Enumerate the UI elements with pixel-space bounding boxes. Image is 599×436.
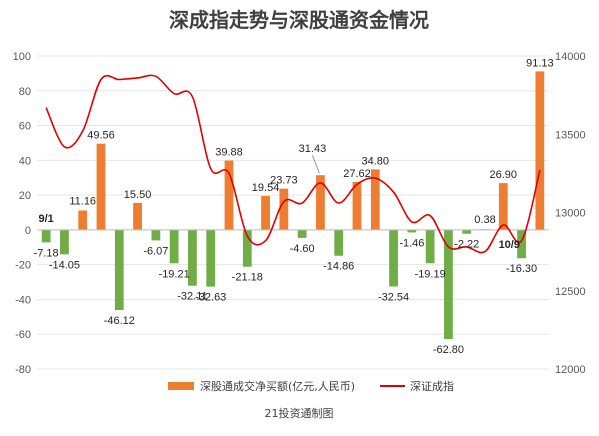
bar <box>206 229 216 287</box>
bar-data-label: 23.73 <box>270 175 298 187</box>
left-tick-label: 40 <box>19 155 31 167</box>
label-leader-lines <box>312 155 320 174</box>
legend-line-label: 深证成指 <box>410 379 454 393</box>
right-tick-label: 12000 <box>555 364 586 376</box>
bar-data-label: 91.13 <box>526 57 554 69</box>
bar <box>389 229 398 287</box>
bar-data-label: 31.43 <box>299 143 327 155</box>
left-tick-label: -20 <box>15 260 31 272</box>
bar-data-label: 27.62 <box>343 168 371 180</box>
bar <box>334 229 344 256</box>
bar-data-label: 19.54 <box>252 182 280 194</box>
legend: 深股通成交净买额(亿元,人民币) 深证成指 <box>168 379 454 393</box>
bar-data-label: 15.50 <box>124 189 152 201</box>
bar <box>425 229 435 264</box>
chart-title: 深成指走势与深股通资金情况 <box>169 8 429 32</box>
right-tick-label: 13000 <box>555 208 586 220</box>
bar <box>96 143 106 230</box>
legend-bar-swatch <box>168 382 194 390</box>
bar-data-label: -21.18 <box>232 272 263 284</box>
bar <box>352 181 362 230</box>
bar <box>370 169 380 230</box>
bar-data-label: 49.56 <box>87 130 115 142</box>
bar <box>151 229 161 241</box>
right-tick-label: 14000 <box>555 51 586 63</box>
bar-data-label: -32.63 <box>195 292 226 304</box>
bar-data-label: -46.12 <box>104 315 135 327</box>
left-tick-label: 100 <box>13 51 31 63</box>
bar-data-label: -16.30 <box>506 263 537 275</box>
bar-data-label: -14.86 <box>323 261 354 273</box>
left-tick-label: 60 <box>19 121 31 133</box>
bar <box>279 188 289 230</box>
bar-data-label: 26.90 <box>490 169 518 181</box>
bar-data-label: -1.46 <box>399 237 424 249</box>
date-label: 9/1 <box>38 213 53 225</box>
bar-data-label: -32.11 <box>177 291 207 303</box>
bar <box>60 229 69 255</box>
bar-data-labels: -7.18-14.05 11.16 49.56 -46.12 15.50 -6.07 -19… <box>34 57 554 356</box>
bar-data-label: -6.07 <box>143 245 168 257</box>
bar-data-label: 34.80 <box>362 155 390 167</box>
left-axis: 100 80 60 40 20 0 -20 -40 -60 -80 <box>13 51 31 376</box>
date-label: 10/9 <box>499 239 520 251</box>
bar <box>444 229 453 340</box>
left-tick-label: 80 <box>19 86 31 98</box>
bar-data-label: -2.22 <box>454 239 479 251</box>
left-tick-label: 0 <box>25 225 31 237</box>
bar <box>114 229 124 311</box>
bar <box>188 229 197 286</box>
index-line <box>45 74 541 254</box>
source-label: 21投资通制图 <box>265 406 334 420</box>
bar <box>41 229 51 243</box>
left-tick-label: -40 <box>15 294 31 306</box>
bar <box>169 229 179 264</box>
left-tick-label: -80 <box>15 364 31 376</box>
bar <box>498 183 508 230</box>
bar <box>535 71 545 230</box>
bar <box>133 202 142 230</box>
right-tick-label: 13500 <box>555 129 586 141</box>
bar-data-label: -62.80 <box>433 344 464 356</box>
right-tick-label: 12500 <box>555 286 586 298</box>
left-tick-label: -60 <box>15 329 31 341</box>
bar <box>261 195 270 230</box>
bar-data-label: 39.88 <box>215 147 243 159</box>
bar <box>462 229 472 234</box>
right-axis: 14000 13500 13000 12500 12000 <box>555 51 586 376</box>
bar-data-label: 11.16 <box>69 195 96 207</box>
bar <box>407 229 417 233</box>
bar-data-label: -14.05 <box>49 259 80 271</box>
bar-data-label: -7.18 <box>34 247 59 259</box>
bar-data-label: -32.54 <box>378 291 409 303</box>
bar <box>297 229 307 238</box>
bar <box>242 229 252 267</box>
bar <box>78 210 88 230</box>
bar-data-label: 0.38 <box>474 214 495 226</box>
bar <box>316 175 325 230</box>
bar-series <box>41 71 545 340</box>
left-tick-label: 20 <box>19 190 31 202</box>
bar-data-label: -19.21 <box>159 268 190 280</box>
bar <box>517 229 526 259</box>
label-leader-line <box>312 155 320 174</box>
legend-bar-label: 深股通成交净买额(亿元,人民币) <box>200 379 355 393</box>
date-labels: 9/1 10/9 <box>38 213 520 251</box>
bar-data-label: -19.19 <box>415 268 446 280</box>
bar <box>224 160 234 230</box>
bar-data-label: -4.60 <box>290 243 315 255</box>
